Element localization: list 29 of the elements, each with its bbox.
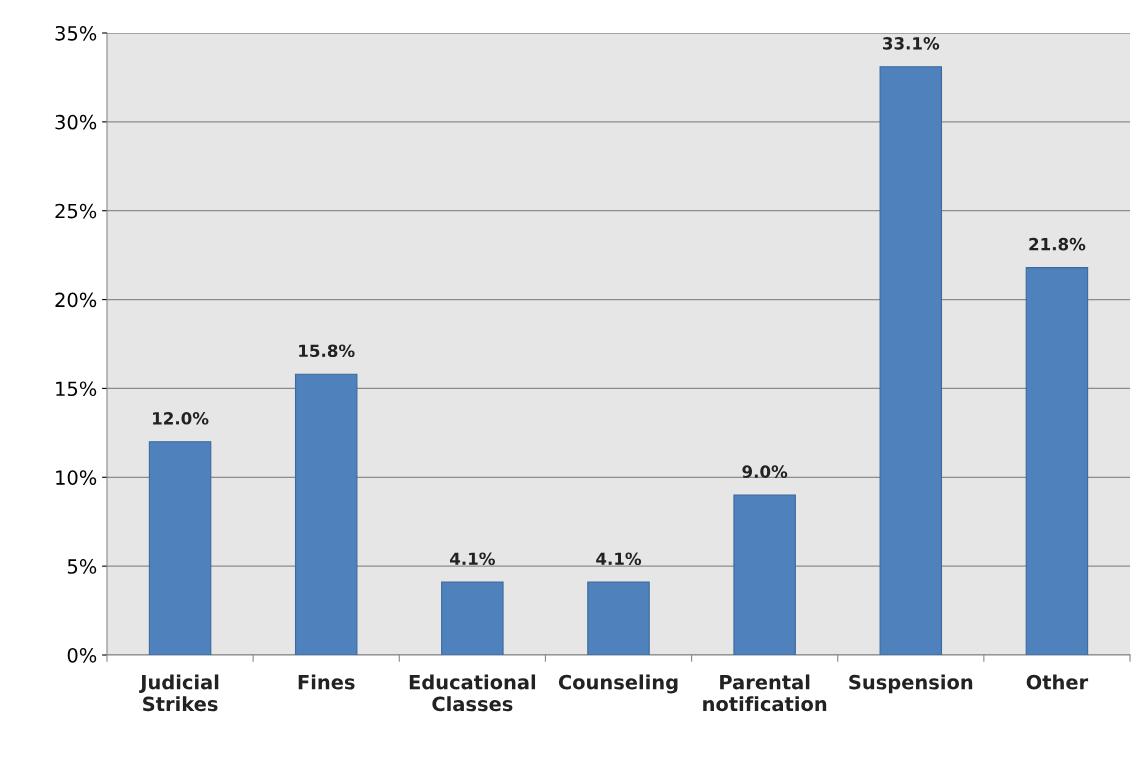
y-tick-label: 15%	[56, 381, 97, 397]
y-tick-label: 10%	[56, 470, 97, 485]
bar	[879, 66, 943, 655]
y-tick-label: 5%	[67, 559, 97, 574]
x-tick-label: Counseling	[558, 674, 678, 694]
bar	[148, 441, 212, 655]
data-label: 9.0%	[742, 465, 788, 478]
bar	[733, 494, 796, 655]
bar	[587, 581, 650, 655]
x-tick-label: Fines	[298, 674, 355, 690]
data-label: 4.1%	[450, 552, 495, 566]
y-tick-label: 0%	[67, 647, 97, 663]
bar	[441, 581, 504, 655]
x-tick-label: Suspension	[849, 674, 973, 694]
data-label: 33.1%	[882, 37, 940, 50]
x-tick-label: Educational Classes	[409, 674, 536, 712]
bar	[1025, 267, 1089, 655]
data-label: 12.0%	[153, 412, 209, 425]
x-tick-label: Parental notification	[703, 674, 827, 712]
bar	[294, 373, 358, 655]
data-label: 4.1%	[596, 552, 642, 566]
data-label: 15.8%	[299, 344, 355, 358]
y-tick-label: 30%	[55, 114, 97, 130]
x-tick-label: Other	[1026, 674, 1089, 690]
y-tick-label: 35%	[55, 25, 97, 41]
x-tick-label: Judicial Strikes	[139, 674, 219, 712]
data-label: 21.8%	[1029, 237, 1086, 251]
y-tick-label: 20%	[55, 292, 97, 308]
y-tick-label: 25%	[55, 203, 97, 219]
